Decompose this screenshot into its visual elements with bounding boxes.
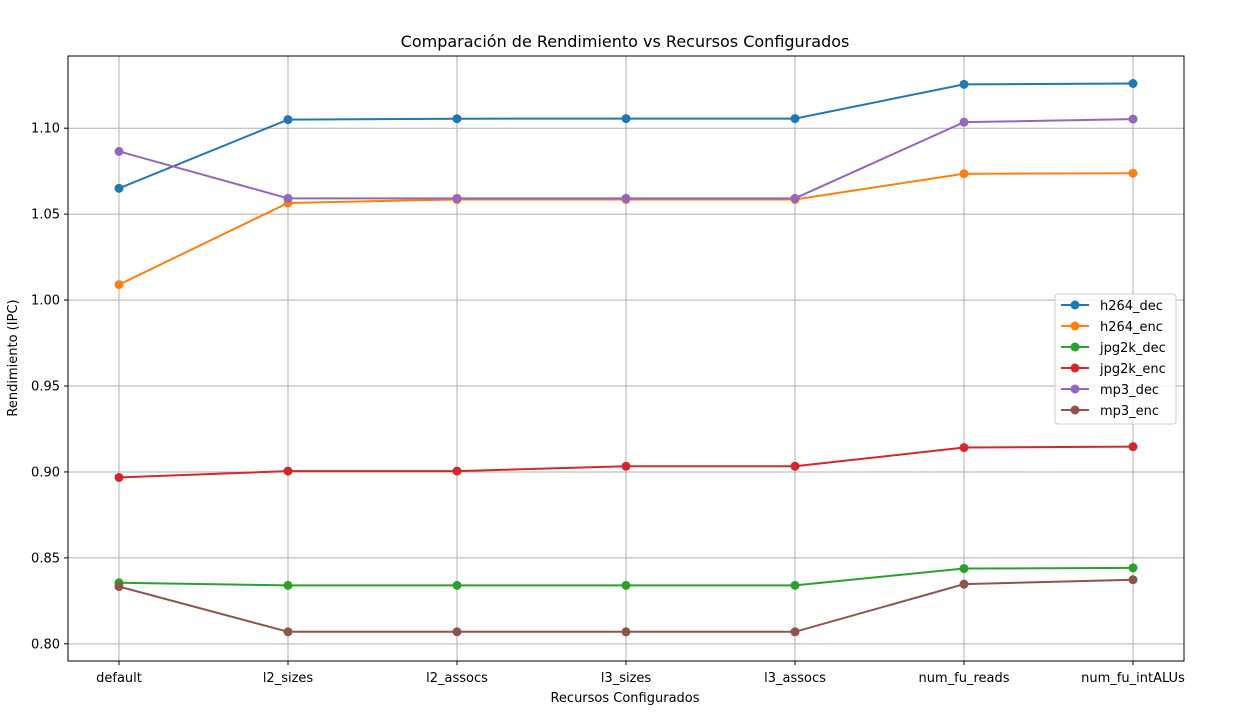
legend-marker (1070, 363, 1080, 373)
data-point (452, 114, 462, 124)
chart-title: Comparación de Rendimiento vs Recursos C… (401, 32, 850, 51)
legend-item: jpg2k_enc (1061, 362, 1166, 377)
x-axis-title: Recursos Configurados (550, 691, 699, 706)
data-point (283, 627, 293, 637)
data-point (1128, 79, 1138, 88)
data-point (621, 114, 631, 124)
data-point (452, 627, 462, 637)
series-jpg2k_enc (114, 442, 1138, 482)
x-tick-label: num_fu_intALUs (1081, 671, 1185, 686)
legend-item: mp3_dec (1061, 383, 1159, 398)
data-point (452, 580, 462, 590)
data-point (959, 79, 969, 89)
y-axis: 0.80 0.85 0.90 0.95 1.00 1.05 1.10 (31, 122, 68, 652)
series-group (114, 79, 1138, 637)
legend-item: h264_enc (1061, 320, 1163, 335)
legend-label: h264_enc (1100, 320, 1163, 335)
grid (68, 56, 1184, 661)
data-point (959, 169, 969, 179)
legend-label: mp3_enc (1100, 404, 1159, 419)
x-tick-label: l2_assocs (426, 671, 488, 686)
x-tick-label: l3_assocs (764, 671, 826, 686)
legend-marker (1070, 342, 1080, 352)
data-point (114, 280, 124, 290)
series-mp3_dec (114, 114, 1138, 203)
data-point (621, 580, 631, 590)
legend-label: mp3_dec (1100, 383, 1159, 398)
data-point (790, 627, 800, 637)
data-point (1128, 168, 1138, 178)
series-jpg2k_dec (114, 563, 1138, 590)
data-point (621, 461, 631, 471)
legend-label: jpg2k_dec (1099, 341, 1166, 356)
x-tick-label: l3_sizes (601, 671, 652, 686)
y-tick-label: 0.95 (31, 380, 60, 395)
data-point (114, 183, 124, 193)
legend-item: jpg2k_dec (1061, 341, 1166, 356)
series-mp3_enc (114, 575, 1138, 637)
x-axis: default l2_sizes l2_assocs l3_sizes l3_assoc… (96, 661, 1185, 686)
series-h264_dec (114, 79, 1138, 193)
legend-marker (1070, 321, 1080, 331)
data-point (1128, 114, 1138, 124)
data-point (959, 117, 969, 127)
data-point (1128, 563, 1138, 573)
data-point (283, 193, 293, 203)
data-point (452, 193, 462, 203)
data-point (790, 461, 800, 471)
legend: h264_dec h264_enc jpg2k_dec jpg2k_enc mp3_de… (1054, 293, 1177, 425)
data-point (790, 114, 800, 124)
legend-item: mp3_enc (1061, 404, 1159, 419)
data-point (283, 466, 293, 476)
data-point (114, 146, 124, 156)
data-point (114, 582, 124, 592)
y-tick-label: 0.80 (31, 637, 60, 652)
data-point (959, 564, 969, 574)
legend-marker (1070, 300, 1080, 310)
data-point (959, 443, 969, 453)
data-point (1128, 575, 1138, 585)
y-tick-label: 1.10 (31, 122, 60, 137)
y-axis-title: Rendimiento (IPC) (6, 299, 21, 416)
data-point (790, 580, 800, 590)
y-tick-label: 1.05 (31, 208, 60, 223)
legend-marker (1070, 405, 1080, 415)
data-point (283, 580, 293, 590)
legend-label: h264_dec (1100, 299, 1163, 314)
y-tick-label: 0.90 (31, 465, 60, 480)
x-tick-label: num_fu_reads (918, 671, 1009, 686)
x-tick-label: l2_sizes (263, 671, 314, 686)
data-point (452, 466, 462, 476)
data-point (1128, 442, 1138, 452)
legend-marker (1070, 384, 1080, 394)
data-point (114, 472, 124, 482)
data-point (283, 115, 293, 125)
legend-label: jpg2k_enc (1099, 362, 1166, 377)
x-tick-label: default (96, 671, 142, 686)
legend-item: h264_dec (1061, 299, 1163, 314)
data-point (790, 193, 800, 203)
data-point (621, 627, 631, 637)
y-tick-label: 0.85 (31, 551, 60, 566)
data-point (621, 193, 631, 203)
y-tick-label: 1.00 (31, 294, 60, 309)
data-point (959, 579, 969, 589)
